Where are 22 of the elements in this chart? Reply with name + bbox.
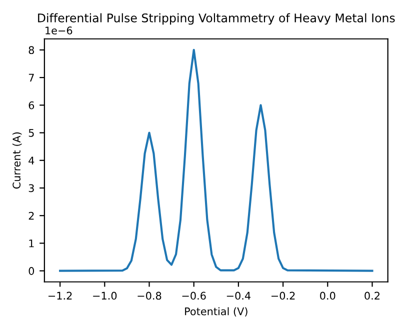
x-axis-title: Potential (V): [185, 307, 248, 317]
y-tick-label: 3: [28, 184, 34, 192]
y-tick-label: 7: [28, 74, 34, 82]
y-tick-label: 4: [28, 156, 34, 164]
y-axis-title: Current (A): [12, 132, 22, 189]
x-tick-label: 0.2: [364, 292, 380, 300]
y-tick-label: 1: [29, 240, 34, 248]
y-tick-label: 8: [28, 46, 34, 54]
chart-title: Differential Pulse Stripping Voltammetry of Heavy Metal Ions: [38, 13, 395, 25]
y-tick-label: 5: [28, 129, 34, 137]
x-tick-label: −1.0: [93, 292, 117, 300]
text: 1e−6: [46, 26, 72, 34]
x-tick-label: 0.0: [320, 292, 336, 300]
x-tick-label: −0.8: [138, 292, 162, 300]
y-tick-label: 6: [28, 101, 34, 110]
x-tick-label: −0.4: [226, 292, 250, 300]
x-tick-label: −0.6: [182, 292, 206, 300]
y-tick-label: 0: [28, 267, 34, 275]
x-tick-label: −0.2: [271, 292, 295, 300]
line-series: [59, 48, 374, 272]
x-tick-label: −1.2: [48, 292, 72, 300]
y-tick-label: 2: [28, 212, 34, 220]
